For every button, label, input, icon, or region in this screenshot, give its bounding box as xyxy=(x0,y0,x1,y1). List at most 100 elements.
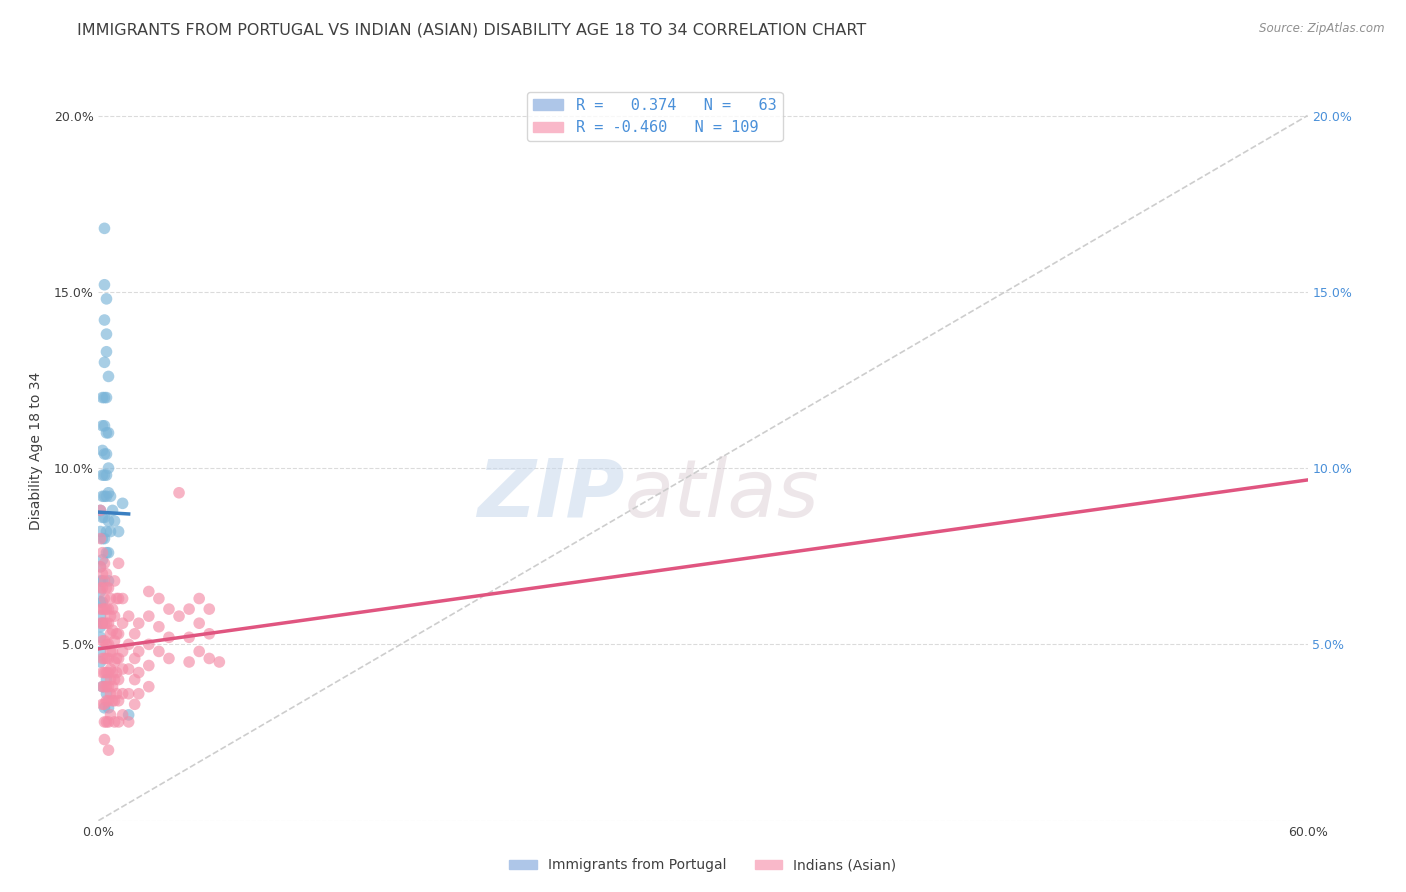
Point xyxy=(91,698,114,712)
Point xyxy=(138,584,160,599)
Point xyxy=(107,694,129,708)
Point xyxy=(89,559,111,574)
Point xyxy=(111,687,134,701)
Point xyxy=(96,694,118,708)
Point xyxy=(96,447,118,461)
Point xyxy=(148,620,170,634)
Point xyxy=(107,627,129,641)
Point xyxy=(91,443,114,458)
Point xyxy=(93,591,115,606)
Point xyxy=(93,556,115,570)
Point xyxy=(97,665,120,680)
Point xyxy=(96,581,118,595)
Point xyxy=(93,665,115,680)
Point xyxy=(91,665,114,680)
Point xyxy=(89,574,111,588)
Point xyxy=(118,609,141,624)
Point xyxy=(97,637,120,651)
Point xyxy=(97,514,120,528)
Point xyxy=(97,461,120,475)
Point xyxy=(105,651,128,665)
Point xyxy=(91,510,114,524)
Legend: R =   0.374   N =   63, R = -0.460   N = 109: R = 0.374 N = 63, R = -0.460 N = 109 xyxy=(527,92,783,142)
Point xyxy=(100,707,122,722)
Point xyxy=(138,637,160,651)
Point xyxy=(167,485,190,500)
Point xyxy=(111,644,134,658)
Point xyxy=(93,680,115,694)
Point xyxy=(100,524,122,539)
Point xyxy=(89,620,111,634)
Point xyxy=(96,292,118,306)
Point xyxy=(100,591,122,606)
Point xyxy=(103,694,125,708)
Point xyxy=(91,581,114,595)
Point xyxy=(93,418,115,433)
Point xyxy=(91,680,114,694)
Point xyxy=(103,514,125,528)
Point xyxy=(89,609,111,624)
Point xyxy=(198,627,221,641)
Point xyxy=(91,391,114,405)
Point xyxy=(93,447,115,461)
Point xyxy=(100,644,122,658)
Point xyxy=(111,591,134,606)
Point xyxy=(208,655,231,669)
Text: atlas: atlas xyxy=(624,456,820,534)
Point xyxy=(111,662,134,676)
Point xyxy=(96,327,118,342)
Point xyxy=(100,609,122,624)
Point xyxy=(91,546,114,560)
Point xyxy=(91,602,114,616)
Point xyxy=(103,673,125,687)
Point xyxy=(124,627,146,641)
Point xyxy=(89,524,111,539)
Point xyxy=(101,624,124,638)
Point xyxy=(89,503,111,517)
Point xyxy=(198,651,221,665)
Point xyxy=(100,489,122,503)
Point xyxy=(97,574,120,588)
Point xyxy=(89,559,111,574)
Point xyxy=(128,644,150,658)
Point xyxy=(188,644,211,658)
Point xyxy=(167,609,190,624)
Point xyxy=(105,627,128,641)
Point xyxy=(91,468,114,483)
Point xyxy=(97,369,120,384)
Point xyxy=(93,616,115,631)
Point xyxy=(100,673,122,687)
Point xyxy=(138,680,160,694)
Point xyxy=(96,546,118,560)
Point xyxy=(148,644,170,658)
Text: ZIP: ZIP xyxy=(477,456,624,534)
Point xyxy=(118,662,141,676)
Point xyxy=(157,602,180,616)
Point xyxy=(91,553,114,567)
Point xyxy=(118,637,141,651)
Point xyxy=(96,651,118,665)
Point xyxy=(128,616,150,631)
Point xyxy=(93,313,115,327)
Point xyxy=(97,680,120,694)
Point xyxy=(96,391,118,405)
Point xyxy=(97,581,120,595)
Point xyxy=(97,485,120,500)
Point xyxy=(100,687,122,701)
Point xyxy=(91,633,114,648)
Point xyxy=(97,651,120,665)
Point xyxy=(103,574,125,588)
Point xyxy=(89,644,111,658)
Point xyxy=(103,609,125,624)
Point xyxy=(103,714,125,729)
Point xyxy=(103,655,125,669)
Point xyxy=(96,687,118,701)
Point xyxy=(107,524,129,539)
Point xyxy=(93,574,115,588)
Point xyxy=(101,602,124,616)
Point xyxy=(91,651,114,665)
Point xyxy=(111,496,134,510)
Point xyxy=(89,630,111,644)
Point xyxy=(100,662,122,676)
Point xyxy=(118,707,141,722)
